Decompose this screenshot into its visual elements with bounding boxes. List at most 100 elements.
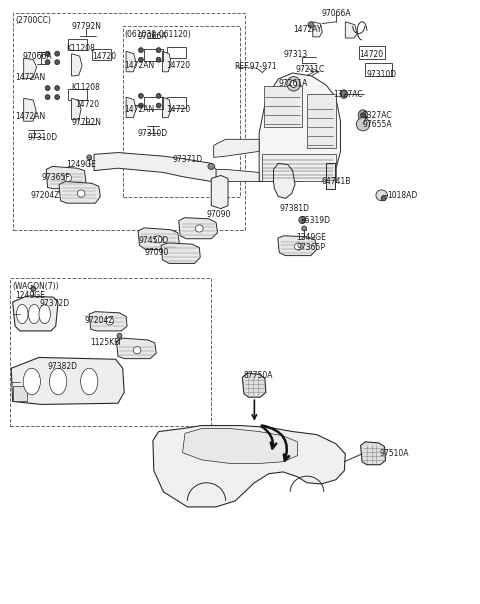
- Ellipse shape: [340, 90, 348, 98]
- Text: 97090: 97090: [206, 210, 231, 219]
- Polygon shape: [278, 236, 317, 255]
- Text: 14720: 14720: [75, 100, 99, 109]
- Text: 97204Z: 97204Z: [84, 315, 114, 324]
- Text: 87750A: 87750A: [244, 371, 273, 380]
- Text: 14720: 14720: [166, 60, 190, 69]
- Polygon shape: [94, 153, 216, 181]
- Ellipse shape: [381, 196, 386, 201]
- Ellipse shape: [45, 95, 50, 100]
- Polygon shape: [126, 97, 136, 118]
- Ellipse shape: [295, 243, 302, 250]
- Text: 97066A: 97066A: [22, 51, 52, 60]
- Ellipse shape: [376, 190, 387, 201]
- Polygon shape: [126, 51, 136, 72]
- Bar: [10, 278, 211, 426]
- Ellipse shape: [55, 86, 60, 91]
- Text: 97066A: 97066A: [322, 10, 351, 19]
- Text: 97365F: 97365F: [41, 173, 70, 182]
- Ellipse shape: [139, 57, 144, 62]
- Text: (061030-061120): (061030-061120): [124, 30, 191, 39]
- Polygon shape: [138, 228, 179, 249]
- Polygon shape: [72, 54, 82, 76]
- Polygon shape: [72, 98, 81, 120]
- Bar: [68, 39, 87, 50]
- Ellipse shape: [156, 48, 161, 53]
- Ellipse shape: [55, 60, 60, 65]
- Ellipse shape: [55, 51, 60, 56]
- Ellipse shape: [156, 57, 161, 62]
- Polygon shape: [345, 22, 357, 38]
- Ellipse shape: [139, 48, 144, 53]
- Bar: [326, 164, 335, 188]
- Polygon shape: [89, 312, 127, 331]
- Ellipse shape: [155, 236, 162, 243]
- Ellipse shape: [31, 286, 36, 291]
- Ellipse shape: [87, 155, 92, 160]
- Text: 97792N: 97792N: [72, 118, 102, 127]
- Text: 97450D: 97450D: [139, 236, 169, 245]
- Ellipse shape: [360, 113, 365, 118]
- Bar: [167, 97, 186, 108]
- Ellipse shape: [45, 60, 50, 65]
- Text: 97371D: 97371D: [172, 155, 202, 164]
- Text: 1472AY: 1472AY: [294, 25, 322, 33]
- Ellipse shape: [45, 51, 50, 56]
- Polygon shape: [214, 170, 259, 181]
- Text: REF.97-971: REF.97-971: [234, 62, 277, 71]
- Polygon shape: [12, 387, 27, 402]
- Bar: [307, 94, 336, 149]
- Bar: [264, 86, 302, 127]
- Ellipse shape: [39, 304, 50, 324]
- Bar: [68, 89, 87, 100]
- Text: 1472AN: 1472AN: [124, 61, 155, 70]
- Ellipse shape: [308, 22, 314, 28]
- Ellipse shape: [156, 103, 161, 108]
- Ellipse shape: [23, 368, 40, 395]
- Text: 1472AN: 1472AN: [15, 73, 45, 82]
- Polygon shape: [360, 442, 385, 464]
- Polygon shape: [179, 217, 217, 239]
- Text: 64741B: 64741B: [322, 177, 351, 186]
- Text: 1472AN: 1472AN: [124, 104, 155, 114]
- Text: 1249GE: 1249GE: [66, 160, 96, 169]
- Ellipse shape: [81, 368, 98, 395]
- Polygon shape: [274, 164, 295, 198]
- Text: 1249GE: 1249GE: [15, 292, 45, 300]
- Text: K11208: K11208: [67, 44, 96, 53]
- Bar: [262, 155, 336, 181]
- Text: 97382D: 97382D: [48, 362, 78, 371]
- Polygon shape: [162, 97, 171, 118]
- Text: 97365P: 97365P: [297, 243, 325, 252]
- Text: 97510A: 97510A: [380, 449, 409, 458]
- Ellipse shape: [133, 347, 141, 354]
- Polygon shape: [214, 140, 259, 158]
- Polygon shape: [162, 51, 171, 72]
- Text: 97655A: 97655A: [362, 120, 392, 129]
- Ellipse shape: [55, 95, 60, 100]
- Polygon shape: [117, 338, 156, 359]
- Ellipse shape: [299, 216, 306, 223]
- Text: K11208: K11208: [72, 83, 100, 92]
- Text: 97310D: 97310D: [367, 69, 397, 79]
- Text: 97204Z: 97204Z: [31, 191, 60, 201]
- Ellipse shape: [16, 304, 28, 324]
- Ellipse shape: [302, 226, 307, 231]
- Ellipse shape: [139, 94, 144, 98]
- Ellipse shape: [358, 110, 368, 121]
- Polygon shape: [259, 73, 340, 181]
- Ellipse shape: [28, 304, 40, 324]
- Polygon shape: [182, 429, 298, 463]
- Text: 97211C: 97211C: [295, 65, 324, 74]
- Bar: [92, 49, 111, 60]
- Text: 1472AN: 1472AN: [15, 112, 45, 121]
- Text: 97381D: 97381D: [279, 204, 309, 213]
- Ellipse shape: [106, 318, 114, 325]
- Polygon shape: [153, 426, 345, 507]
- Ellipse shape: [287, 77, 300, 91]
- Text: 97313: 97313: [283, 50, 307, 59]
- Bar: [12, 13, 245, 230]
- Text: 1018AD: 1018AD: [387, 191, 418, 200]
- Bar: [359, 46, 385, 59]
- Ellipse shape: [208, 164, 215, 170]
- Text: 14720: 14720: [166, 104, 190, 114]
